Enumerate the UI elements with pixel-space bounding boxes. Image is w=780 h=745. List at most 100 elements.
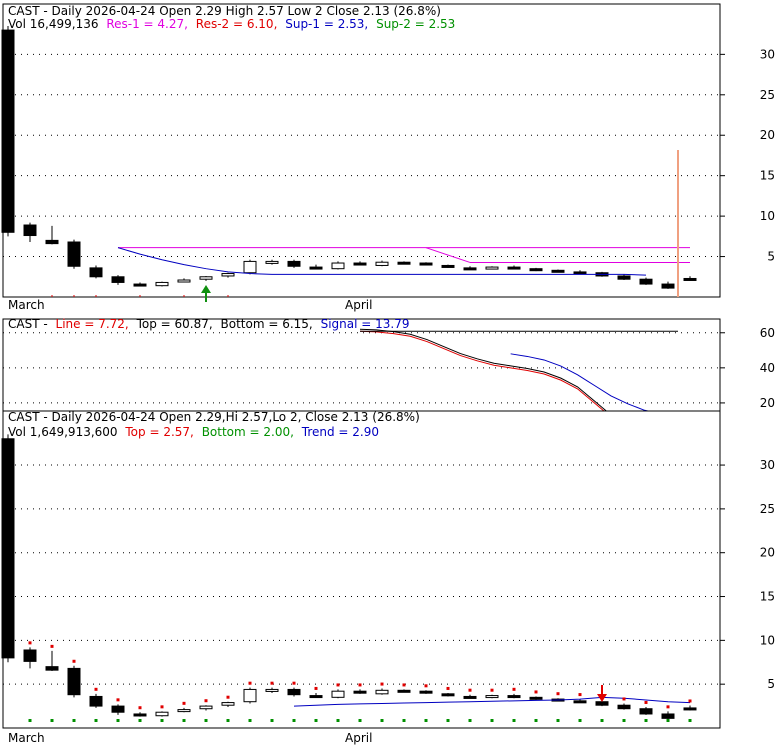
p1-candle xyxy=(155,281,169,287)
top-dot xyxy=(314,686,318,690)
p3-candle xyxy=(265,688,279,692)
p1-candle xyxy=(397,261,411,265)
trend-legend: Vol 1,649,913,600 Top = 2.57, Bottom = 2… xyxy=(8,425,379,439)
top-dot xyxy=(490,688,494,692)
top-dot xyxy=(688,699,692,703)
price-overlays xyxy=(51,150,690,302)
x-label-march: March xyxy=(8,298,45,312)
p1-tick-label: 30 xyxy=(760,47,775,61)
bottom-dot xyxy=(28,719,32,722)
p3-tick-label: 30 xyxy=(760,458,775,472)
res-step-line xyxy=(425,247,471,263)
p3-candle xyxy=(683,707,697,711)
bottom-dot xyxy=(138,719,142,722)
top-dot xyxy=(402,683,406,687)
top-dot xyxy=(248,681,252,685)
p3-candle xyxy=(199,705,213,710)
p1-candle xyxy=(573,271,587,275)
p3-candle xyxy=(331,690,345,698)
top-dot xyxy=(666,705,670,709)
p3-candle xyxy=(177,709,191,713)
p1-candle xyxy=(243,260,257,274)
top-dot xyxy=(138,706,142,710)
p3-candle xyxy=(45,666,59,671)
top-dot xyxy=(50,644,54,648)
p1-candle xyxy=(23,224,37,237)
osc-tick-label: 60 xyxy=(760,326,775,340)
p3-candle xyxy=(617,704,631,710)
price-legend: Vol 16,499,136 Res-1 = 4.27, Res-2 = 6.1… xyxy=(8,17,455,31)
res1-label: Res-1 = 4.27, xyxy=(106,17,188,31)
trend-title: CAST - Daily 2026-04-24 Open 2.29,Hi 2.5… xyxy=(8,410,420,424)
top-dot xyxy=(204,699,208,703)
p1-candle xyxy=(683,277,697,281)
bottom-dot xyxy=(644,719,648,722)
p1-candle xyxy=(353,262,367,266)
p3-candle xyxy=(375,689,389,695)
p3-candle xyxy=(287,688,301,696)
trend-candles xyxy=(1,434,697,720)
p3-candle xyxy=(89,695,103,707)
res2-label: Res-2 = 6.10, xyxy=(196,17,278,31)
p1-candle xyxy=(507,266,521,270)
p3-candle xyxy=(67,667,81,696)
bottom-dot xyxy=(402,719,406,722)
trend-axis: 5 10 15 20 25 30 xyxy=(720,458,775,691)
bottom-dot xyxy=(182,719,186,722)
p1-candle xyxy=(419,262,433,266)
bottom-dot xyxy=(666,719,670,722)
p1-candle xyxy=(45,239,59,245)
bottom-dot xyxy=(578,719,582,722)
price-panel xyxy=(2,3,721,298)
top-dot xyxy=(622,697,626,701)
p3-candle xyxy=(463,695,477,699)
top-dot xyxy=(94,687,98,691)
top-dot xyxy=(28,641,32,645)
p1-candle xyxy=(309,266,323,270)
p3-tick-label: 20 xyxy=(760,546,775,560)
p3-candle xyxy=(155,711,169,717)
sup2-label: Sup-2 = 2.53 xyxy=(376,17,455,31)
p1-candle xyxy=(221,273,235,277)
oscillator-axis: 20 40 60 xyxy=(720,326,775,410)
p1-candle xyxy=(375,261,389,266)
x-label-march-bottom: March xyxy=(8,731,45,745)
trend-overlays xyxy=(28,641,692,722)
bottom-dot xyxy=(534,719,538,722)
bottom-dot xyxy=(446,719,450,722)
top-dot xyxy=(182,701,186,705)
top-dot xyxy=(534,690,538,694)
p1-candle xyxy=(639,278,653,285)
p1-candle xyxy=(617,275,631,280)
top-dot xyxy=(226,695,230,699)
bottom-dot xyxy=(336,719,340,722)
p1-tick-label: 10 xyxy=(760,209,775,223)
volume-label: Vol 16,499,136 xyxy=(8,17,98,31)
bottom-dot xyxy=(512,719,516,722)
p3-candle xyxy=(529,696,543,700)
top-dot xyxy=(336,683,340,687)
p3-tick-label: 25 xyxy=(760,502,775,516)
bottom-dot xyxy=(424,719,428,722)
p1-candle xyxy=(265,260,279,264)
top-dot xyxy=(270,681,274,685)
buy-arrow-head xyxy=(201,285,211,293)
p1-candle xyxy=(529,268,543,272)
bottom-dot xyxy=(204,719,208,722)
trend-panel xyxy=(2,410,721,729)
p1-candle xyxy=(463,267,477,271)
p3-candle xyxy=(111,705,125,713)
p3-candle xyxy=(133,713,147,717)
osc-line-label: Line = 7.72, xyxy=(56,317,129,331)
p1-candle xyxy=(1,29,15,233)
osc-signal-label: Signal = 13.79 xyxy=(321,317,410,331)
top-dot xyxy=(578,693,582,697)
p1-candle xyxy=(199,276,213,280)
sup1-label: Sup-1 = 2.53, xyxy=(285,17,368,31)
p1-tick-label: 5 xyxy=(767,250,775,264)
p1-candle xyxy=(661,283,675,289)
p1-candle xyxy=(67,241,81,267)
bottom-dot xyxy=(50,719,54,722)
bottom-dot xyxy=(380,719,384,722)
price-title: CAST - Daily 2026-04-24 Open 2.29 High 2… xyxy=(8,4,441,18)
